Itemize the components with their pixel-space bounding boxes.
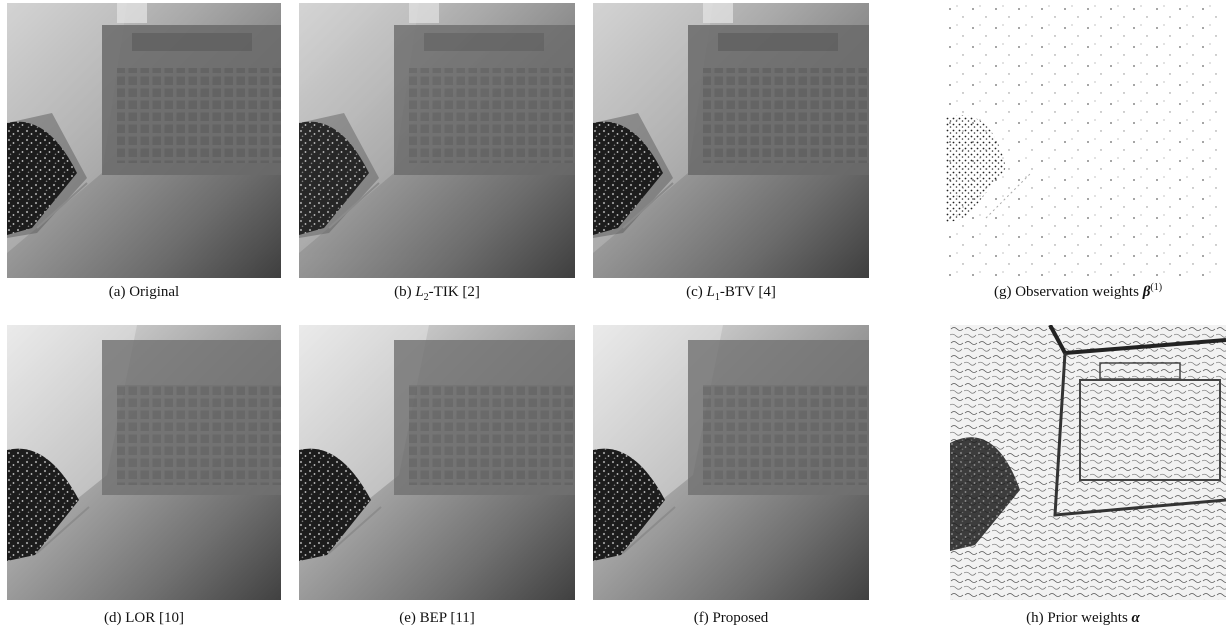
grayscale-image bbox=[593, 325, 869, 600]
image-lor bbox=[7, 325, 281, 600]
caption-a: (a) Original bbox=[108, 284, 180, 300]
grayscale-image bbox=[7, 325, 281, 600]
image-l2-tik bbox=[299, 3, 575, 278]
image-l1-btv bbox=[593, 3, 869, 278]
caption-e: (e) BEP [11] bbox=[399, 610, 475, 626]
edge-weights-map bbox=[950, 325, 1226, 600]
image-observation-weights bbox=[946, 3, 1222, 278]
image-proposed bbox=[593, 325, 869, 600]
caption-b: (b) L2-TIK [2] bbox=[394, 284, 480, 303]
caption-g: (g) Observation weights β(1) bbox=[993, 282, 1163, 301]
sparse-weights-map bbox=[946, 3, 1222, 278]
image-prior-weights bbox=[950, 325, 1226, 600]
grayscale-image bbox=[299, 325, 575, 600]
image-bep bbox=[299, 325, 575, 600]
caption-f: (f) Proposed bbox=[693, 610, 769, 626]
caption-d: (d) LOR [10] bbox=[104, 610, 184, 626]
caption-h: (h) Prior weights α bbox=[1026, 610, 1140, 626]
grayscale-image bbox=[7, 3, 281, 278]
caption-c: (c) L1-BTV [4] bbox=[686, 284, 776, 303]
grayscale-image bbox=[299, 3, 575, 278]
grayscale-image bbox=[593, 3, 869, 278]
image-original bbox=[7, 3, 281, 278]
